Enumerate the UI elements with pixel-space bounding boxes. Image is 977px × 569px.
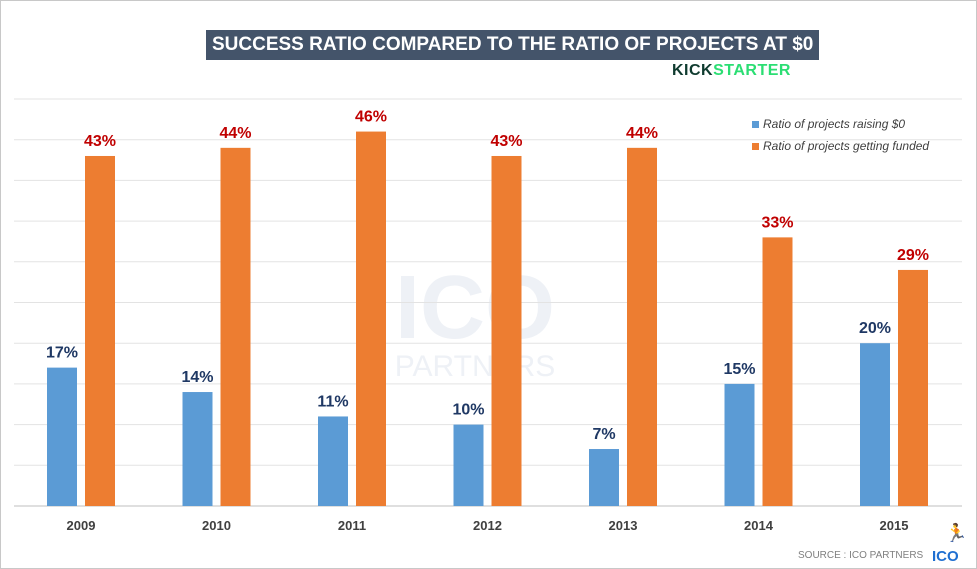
legend-swatch — [752, 142, 759, 150]
bar-funded-2013 — [627, 147, 657, 506]
bar-funded-2015 — [898, 269, 928, 506]
legend-swatch — [752, 120, 759, 128]
data-label: 7% — [592, 426, 615, 443]
source-text: SOURCE : ICO PARTNERS — [798, 550, 924, 561]
ico-logo: ICO — [932, 548, 959, 565]
x-tick-label: 2009 — [67, 518, 96, 533]
kickstarter-logo: KICKSTARTER — [672, 62, 791, 80]
x-tick-label: 2014 — [744, 518, 774, 533]
data-label: 43% — [84, 133, 116, 150]
bar-raising-zero-2013 — [589, 449, 619, 506]
legend-item-raising-zero: Ratio of projects raising $0 — [752, 113, 929, 135]
data-label: 15% — [723, 361, 755, 378]
bar-raising-zero-2014 — [724, 383, 755, 506]
bar-funded-2014 — [762, 237, 793, 506]
data-label: 33% — [761, 214, 793, 231]
bar-raising-zero-2015 — [860, 343, 890, 506]
data-label: 20% — [859, 320, 891, 337]
watermark-ico: ICO — [395, 258, 555, 358]
data-label: 46% — [355, 109, 387, 126]
legend-label: Ratio of projects getting funded — [763, 139, 930, 153]
data-label: 44% — [219, 125, 251, 142]
data-label: 43% — [490, 133, 522, 150]
legend-label: Ratio of projects raising $0 — [763, 117, 906, 131]
x-tick-label: 2011 — [338, 518, 366, 533]
watermark-partners: PARTNERS — [395, 350, 556, 383]
x-tick-label: 2012 — [473, 518, 502, 533]
bar-funded-2011 — [356, 131, 386, 506]
data-label: 14% — [181, 369, 213, 386]
bar-raising-zero-2011 — [318, 416, 348, 506]
x-tick-label: 2015 — [880, 518, 909, 533]
bar-funded-2010 — [220, 147, 251, 506]
legend: Ratio of projects raising $0 Ratio of pr… — [752, 113, 929, 157]
chart-title: SUCCESS RATIO COMPARED TO THE RATIO OF P… — [206, 30, 820, 60]
logo-kick: KICK — [672, 62, 714, 79]
x-tick-label: 2013 — [609, 518, 638, 533]
logo-starter: STARTER — [713, 62, 791, 79]
bar-raising-zero-2012 — [453, 424, 484, 506]
data-label: 29% — [897, 247, 929, 264]
bar-raising-zero-2010 — [182, 392, 213, 506]
bar-funded-2012 — [491, 155, 522, 507]
bar-raising-zero-2009 — [47, 367, 77, 506]
runner-icon: 🏃 — [945, 523, 968, 543]
data-label: 17% — [46, 345, 78, 362]
data-label: 44% — [626, 125, 658, 142]
bar-funded-2009 — [85, 155, 115, 507]
data-label: 11% — [317, 393, 348, 410]
legend-item-funded: Ratio of projects getting funded — [752, 135, 929, 157]
data-label: 10% — [452, 402, 484, 419]
x-tick-label: 2010 — [202, 518, 231, 533]
